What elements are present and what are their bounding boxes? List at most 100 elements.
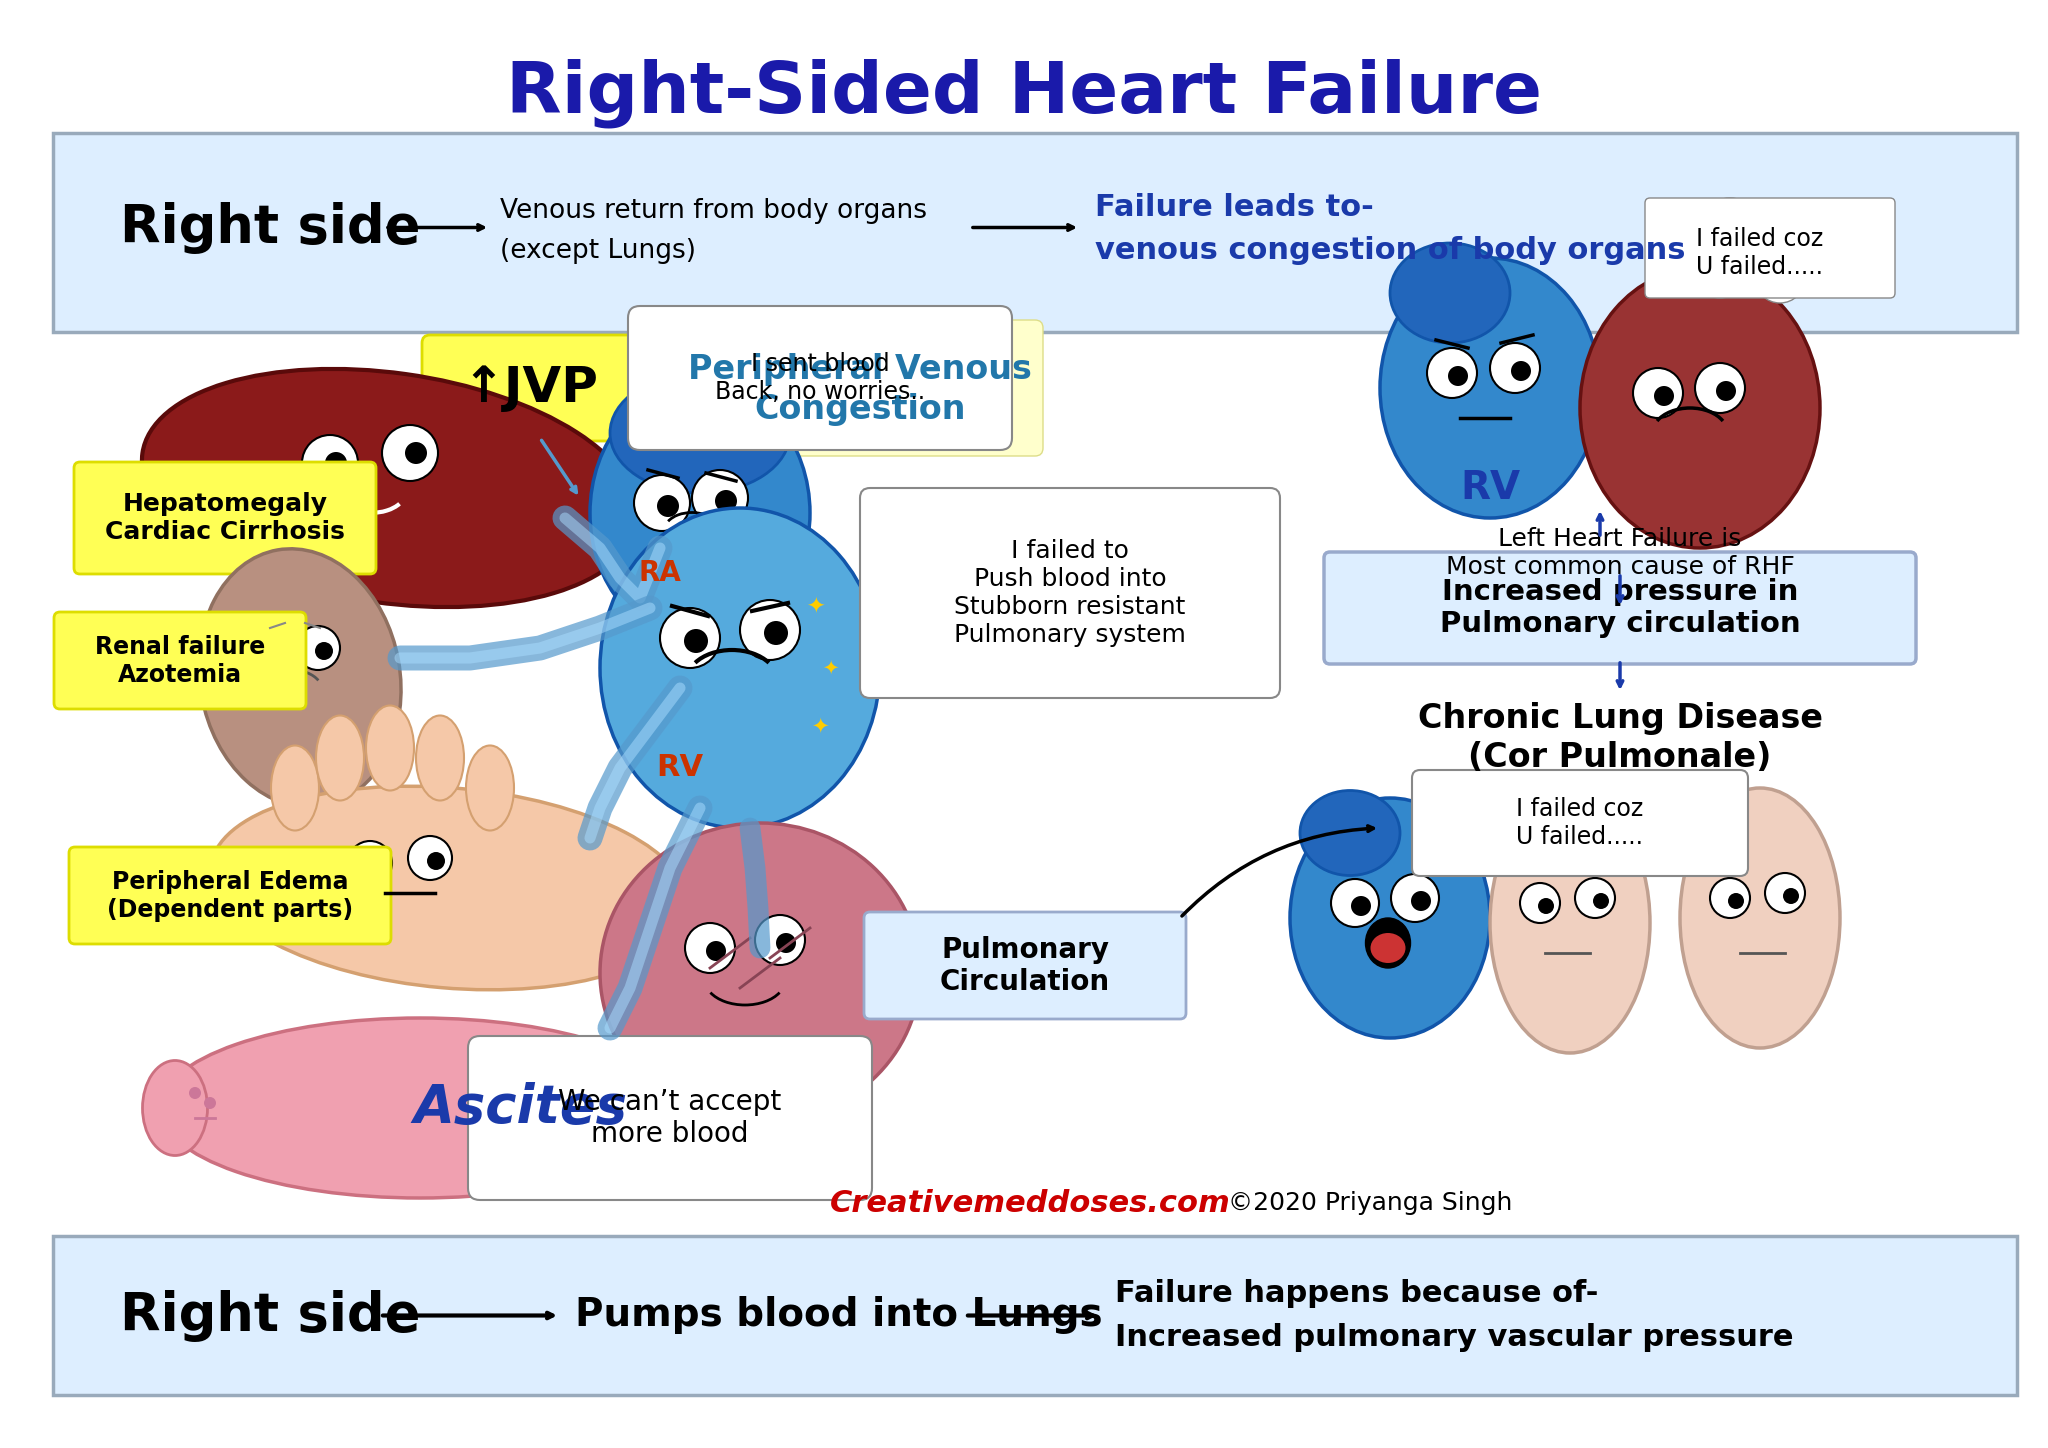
Circle shape (1511, 361, 1532, 381)
FancyBboxPatch shape (864, 912, 1186, 1019)
Ellipse shape (143, 1060, 207, 1156)
FancyBboxPatch shape (629, 306, 1012, 450)
Text: Right side: Right side (121, 1290, 420, 1341)
Text: Hepatomegaly
Cardiac Cirrhosis: Hepatomegaly Cardiac Cirrhosis (104, 492, 344, 544)
FancyBboxPatch shape (1411, 770, 1749, 876)
FancyBboxPatch shape (70, 847, 391, 944)
Text: I failed to
Push blood into
Stubborn resistant
Pulmonary system: I failed to Push blood into Stubborn res… (954, 539, 1186, 647)
Circle shape (1331, 879, 1378, 927)
Text: Failure happens because of-: Failure happens because of- (1114, 1279, 1597, 1308)
Circle shape (315, 641, 334, 660)
Text: Renal failure
Azotemia: Renal failure Azotemia (94, 636, 264, 686)
Text: ✦: ✦ (805, 598, 823, 618)
Circle shape (1729, 893, 1745, 909)
Circle shape (1755, 253, 1804, 303)
Ellipse shape (1391, 243, 1509, 343)
FancyBboxPatch shape (53, 1237, 2017, 1394)
Circle shape (692, 471, 748, 526)
Circle shape (1716, 381, 1737, 401)
Ellipse shape (141, 369, 639, 607)
Circle shape (1696, 198, 1765, 268)
Ellipse shape (1491, 794, 1651, 1053)
Circle shape (188, 1087, 201, 1099)
Text: Peripheral Edema
(Dependent parts): Peripheral Edema (Dependent parts) (106, 870, 352, 922)
Text: Increased pulmonary vascular pressure: Increased pulmonary vascular pressure (1114, 1323, 1794, 1352)
Text: Venous return from body organs: Venous return from body organs (500, 197, 928, 223)
Ellipse shape (590, 384, 811, 643)
Ellipse shape (211, 786, 690, 990)
Circle shape (1391, 875, 1440, 922)
Circle shape (426, 851, 444, 870)
Ellipse shape (1366, 918, 1411, 969)
Circle shape (1491, 343, 1540, 392)
Circle shape (1710, 877, 1749, 918)
Ellipse shape (1370, 933, 1405, 963)
Text: Chronic Lung Disease
(Cor Pulmonale): Chronic Lung Disease (Cor Pulmonale) (1417, 702, 1823, 773)
Text: Peripheral Venous: Peripheral Venous (688, 353, 1032, 387)
Circle shape (406, 442, 426, 463)
Text: Increased pressure in
Pulmonary circulation: Increased pressure in Pulmonary circulat… (1440, 578, 1800, 639)
Circle shape (244, 631, 287, 675)
Circle shape (1411, 891, 1432, 911)
Ellipse shape (416, 715, 465, 801)
Text: ✦: ✦ (821, 659, 838, 678)
Ellipse shape (643, 1060, 707, 1156)
Ellipse shape (1300, 791, 1401, 876)
Text: Left Heart Failure is
Most common cause of RHF: Left Heart Failure is Most common cause … (1446, 527, 1794, 579)
Circle shape (764, 621, 788, 644)
Text: RV: RV (657, 753, 705, 782)
Text: (except Lungs): (except Lungs) (500, 237, 696, 264)
Circle shape (776, 933, 797, 953)
Text: RV: RV (1460, 469, 1520, 507)
Ellipse shape (1679, 788, 1839, 1048)
Text: Failure leads to-: Failure leads to- (1096, 193, 1374, 222)
Circle shape (1696, 248, 1745, 298)
FancyBboxPatch shape (860, 488, 1280, 698)
Circle shape (1575, 877, 1616, 918)
Text: LV: LV (1675, 489, 1724, 527)
Circle shape (297, 626, 340, 670)
Circle shape (348, 841, 391, 885)
Circle shape (707, 941, 725, 961)
Ellipse shape (160, 1018, 680, 1197)
Ellipse shape (600, 508, 881, 828)
Text: RA: RA (639, 559, 682, 586)
Circle shape (1765, 873, 1804, 914)
Text: Pumps blood into Lungs: Pumps blood into Lungs (575, 1296, 1102, 1335)
Circle shape (635, 475, 690, 531)
Circle shape (657, 495, 680, 517)
Circle shape (1448, 366, 1468, 387)
Circle shape (1538, 898, 1554, 914)
Circle shape (367, 857, 385, 875)
FancyBboxPatch shape (469, 1035, 872, 1200)
Text: Pulmonary
Circulation: Pulmonary Circulation (940, 935, 1110, 996)
Ellipse shape (199, 549, 401, 807)
Text: Congestion: Congestion (754, 394, 967, 427)
Circle shape (1812, 214, 1868, 271)
Text: ✦: ✦ (811, 718, 829, 738)
FancyBboxPatch shape (422, 334, 639, 442)
Ellipse shape (367, 705, 414, 791)
Ellipse shape (467, 746, 514, 831)
Text: I failed coz
U failed.....: I failed coz U failed..... (1516, 796, 1645, 849)
Circle shape (659, 608, 721, 668)
Circle shape (1655, 387, 1673, 405)
Text: ©2020 Priyanga Singh: ©2020 Priyanga Singh (1229, 1192, 1511, 1215)
Circle shape (1593, 893, 1610, 909)
Text: Ascites: Ascites (414, 1082, 627, 1134)
Ellipse shape (610, 374, 791, 492)
FancyBboxPatch shape (74, 462, 377, 573)
Circle shape (1632, 368, 1683, 418)
Circle shape (1755, 209, 1815, 268)
Circle shape (408, 835, 453, 880)
Ellipse shape (600, 822, 920, 1124)
Circle shape (1520, 883, 1561, 922)
Circle shape (684, 922, 735, 973)
FancyBboxPatch shape (53, 133, 2017, 332)
FancyBboxPatch shape (678, 320, 1042, 456)
Circle shape (383, 426, 438, 481)
Circle shape (1651, 219, 1710, 278)
Ellipse shape (1380, 258, 1599, 518)
Circle shape (739, 599, 801, 660)
Circle shape (715, 489, 737, 513)
